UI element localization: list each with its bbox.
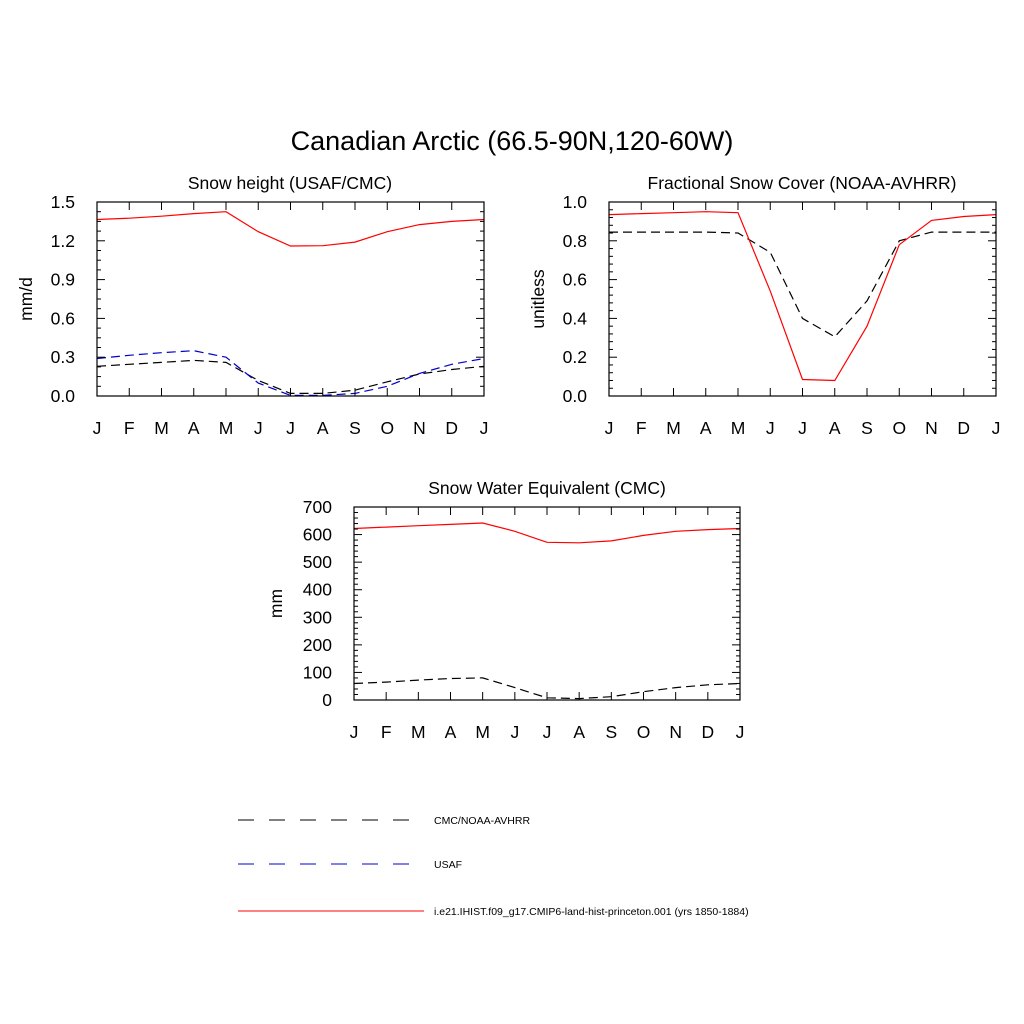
x-tick-label: M [731,418,746,438]
x-tick-label: O [380,418,394,438]
x-tick-label: N [669,722,682,742]
y-tick-label: 1.0 [563,192,588,212]
series-line [353,522,741,544]
x-tick-label: M [154,418,169,438]
x-tick-label: J [350,722,359,742]
x-tick-label: J [510,722,519,742]
y-tick-label: 0.6 [51,308,75,328]
series-line [96,350,485,396]
x-tick-label: M [666,418,681,438]
legend-entry: CMC/NOAA-AVHRR [238,815,530,827]
y-tick-label: 100 [303,662,332,682]
plot-frame [353,506,741,701]
x-tick-label: A [829,418,841,438]
y-tick-label: 0.0 [51,386,76,406]
x-tick-label: J [766,418,775,438]
y-tick-label: 400 [303,580,332,600]
x-tick-label: S [605,722,617,742]
chart-title: Fractional Snow Cover (NOAA-AVHRR) [648,173,957,193]
x-tick-label: A [700,418,712,438]
x-tick-label: S [861,418,873,438]
plot-frame [608,201,997,397]
x-tick-label: A [445,722,457,742]
x-tick-label: N [413,418,426,438]
x-tick-label: J [992,418,1001,438]
legend-label: CMC/NOAA-AVHRR [434,815,530,827]
chart-panel-1: Snow height (USAF/CMC)mm/dJ F M A M J J A S O N D J0… [16,173,488,438]
x-tick-label: F [636,418,647,438]
x-tick-label: J [736,722,745,742]
y-axis-label: unitless [528,269,548,329]
legend-entry: USAF [238,859,462,871]
y-tick-label: 1.2 [51,231,75,251]
x-tick-label: S [349,418,361,438]
legend-entry: i.e21.IHIST.f09_g17.CMIP6-land-hist-prin… [238,906,749,918]
x-tick-label: A [573,722,585,742]
series-group [96,211,485,396]
x-tick-label: M [219,418,234,438]
x-tick-label: J [480,418,489,438]
figure-title: Canadian Arctic (66.5-90N,120-60W) [291,126,734,156]
chart-panel-3: Snow Water Equivalent (CMC)mmJ F M A M J J A S O N… [266,478,744,742]
y-tick-label: 0.2 [563,347,587,367]
y-tick-label: 700 [303,497,332,517]
plot-frame [96,201,485,397]
x-tick-label: D [445,418,458,438]
x-tick-label: J [286,418,295,438]
x-tick-label: A [317,418,329,438]
x-tick-label: M [475,722,490,742]
legend: CMC/NOAA-AVHRR USAF i.e21.IHIST.f09_g17.CM… [238,815,749,918]
x-tick-label: J [93,418,102,438]
x-tick-label: J [543,722,552,742]
y-tick-label: 600 [303,525,332,545]
series-group [353,522,741,700]
chart-title: Snow Water Equivalent (CMC) [428,478,666,498]
y-axis-label: mm/d [16,277,36,321]
x-tick-label: D [957,418,970,438]
series-line [609,231,996,338]
y-tick-label: 0 [322,690,332,710]
series-group [608,211,997,382]
y-tick-label: 0.8 [563,231,587,251]
y-tick-label: 300 [303,607,332,627]
x-tick-label: F [381,722,392,742]
y-tick-label: 0.4 [563,308,588,328]
y-axis-label: mm [266,589,286,618]
legend-label: i.e21.IHIST.f09_g17.CMIP6-land-hist-prin… [434,906,749,918]
y-tick-label: 1.5 [51,192,75,212]
y-tick-label: 500 [303,552,332,572]
x-tick-label: N [925,418,938,438]
chart-panel-2: Fractional Snow Cover (NOAA-AVHRR) unitle… [528,173,1000,438]
chart-title: Snow height (USAF/CMC) [188,173,392,193]
y-tick-label: 200 [303,635,332,655]
y-tick-label: 0.0 [563,386,588,406]
x-tick-label: F [124,418,135,438]
x-tick-label: M [411,722,426,742]
y-tick-label: 0.9 [51,270,75,290]
panels: Snow height (USAF/CMC)mm/dJ F M A M J J A S O N D J0… [16,173,1000,742]
series-line [96,211,485,247]
x-tick-label: A [188,418,200,438]
x-tick-label: O [892,418,906,438]
series-line [608,211,997,382]
y-tick-label: 0.6 [563,270,587,290]
x-tick-label: J [605,418,614,438]
x-tick-label: J [254,418,263,438]
x-tick-label: J [798,418,807,438]
x-tick-label: O [637,722,651,742]
legend-label: USAF [434,859,462,871]
x-tick-label: D [702,722,715,742]
y-tick-label: 0.3 [51,347,75,367]
